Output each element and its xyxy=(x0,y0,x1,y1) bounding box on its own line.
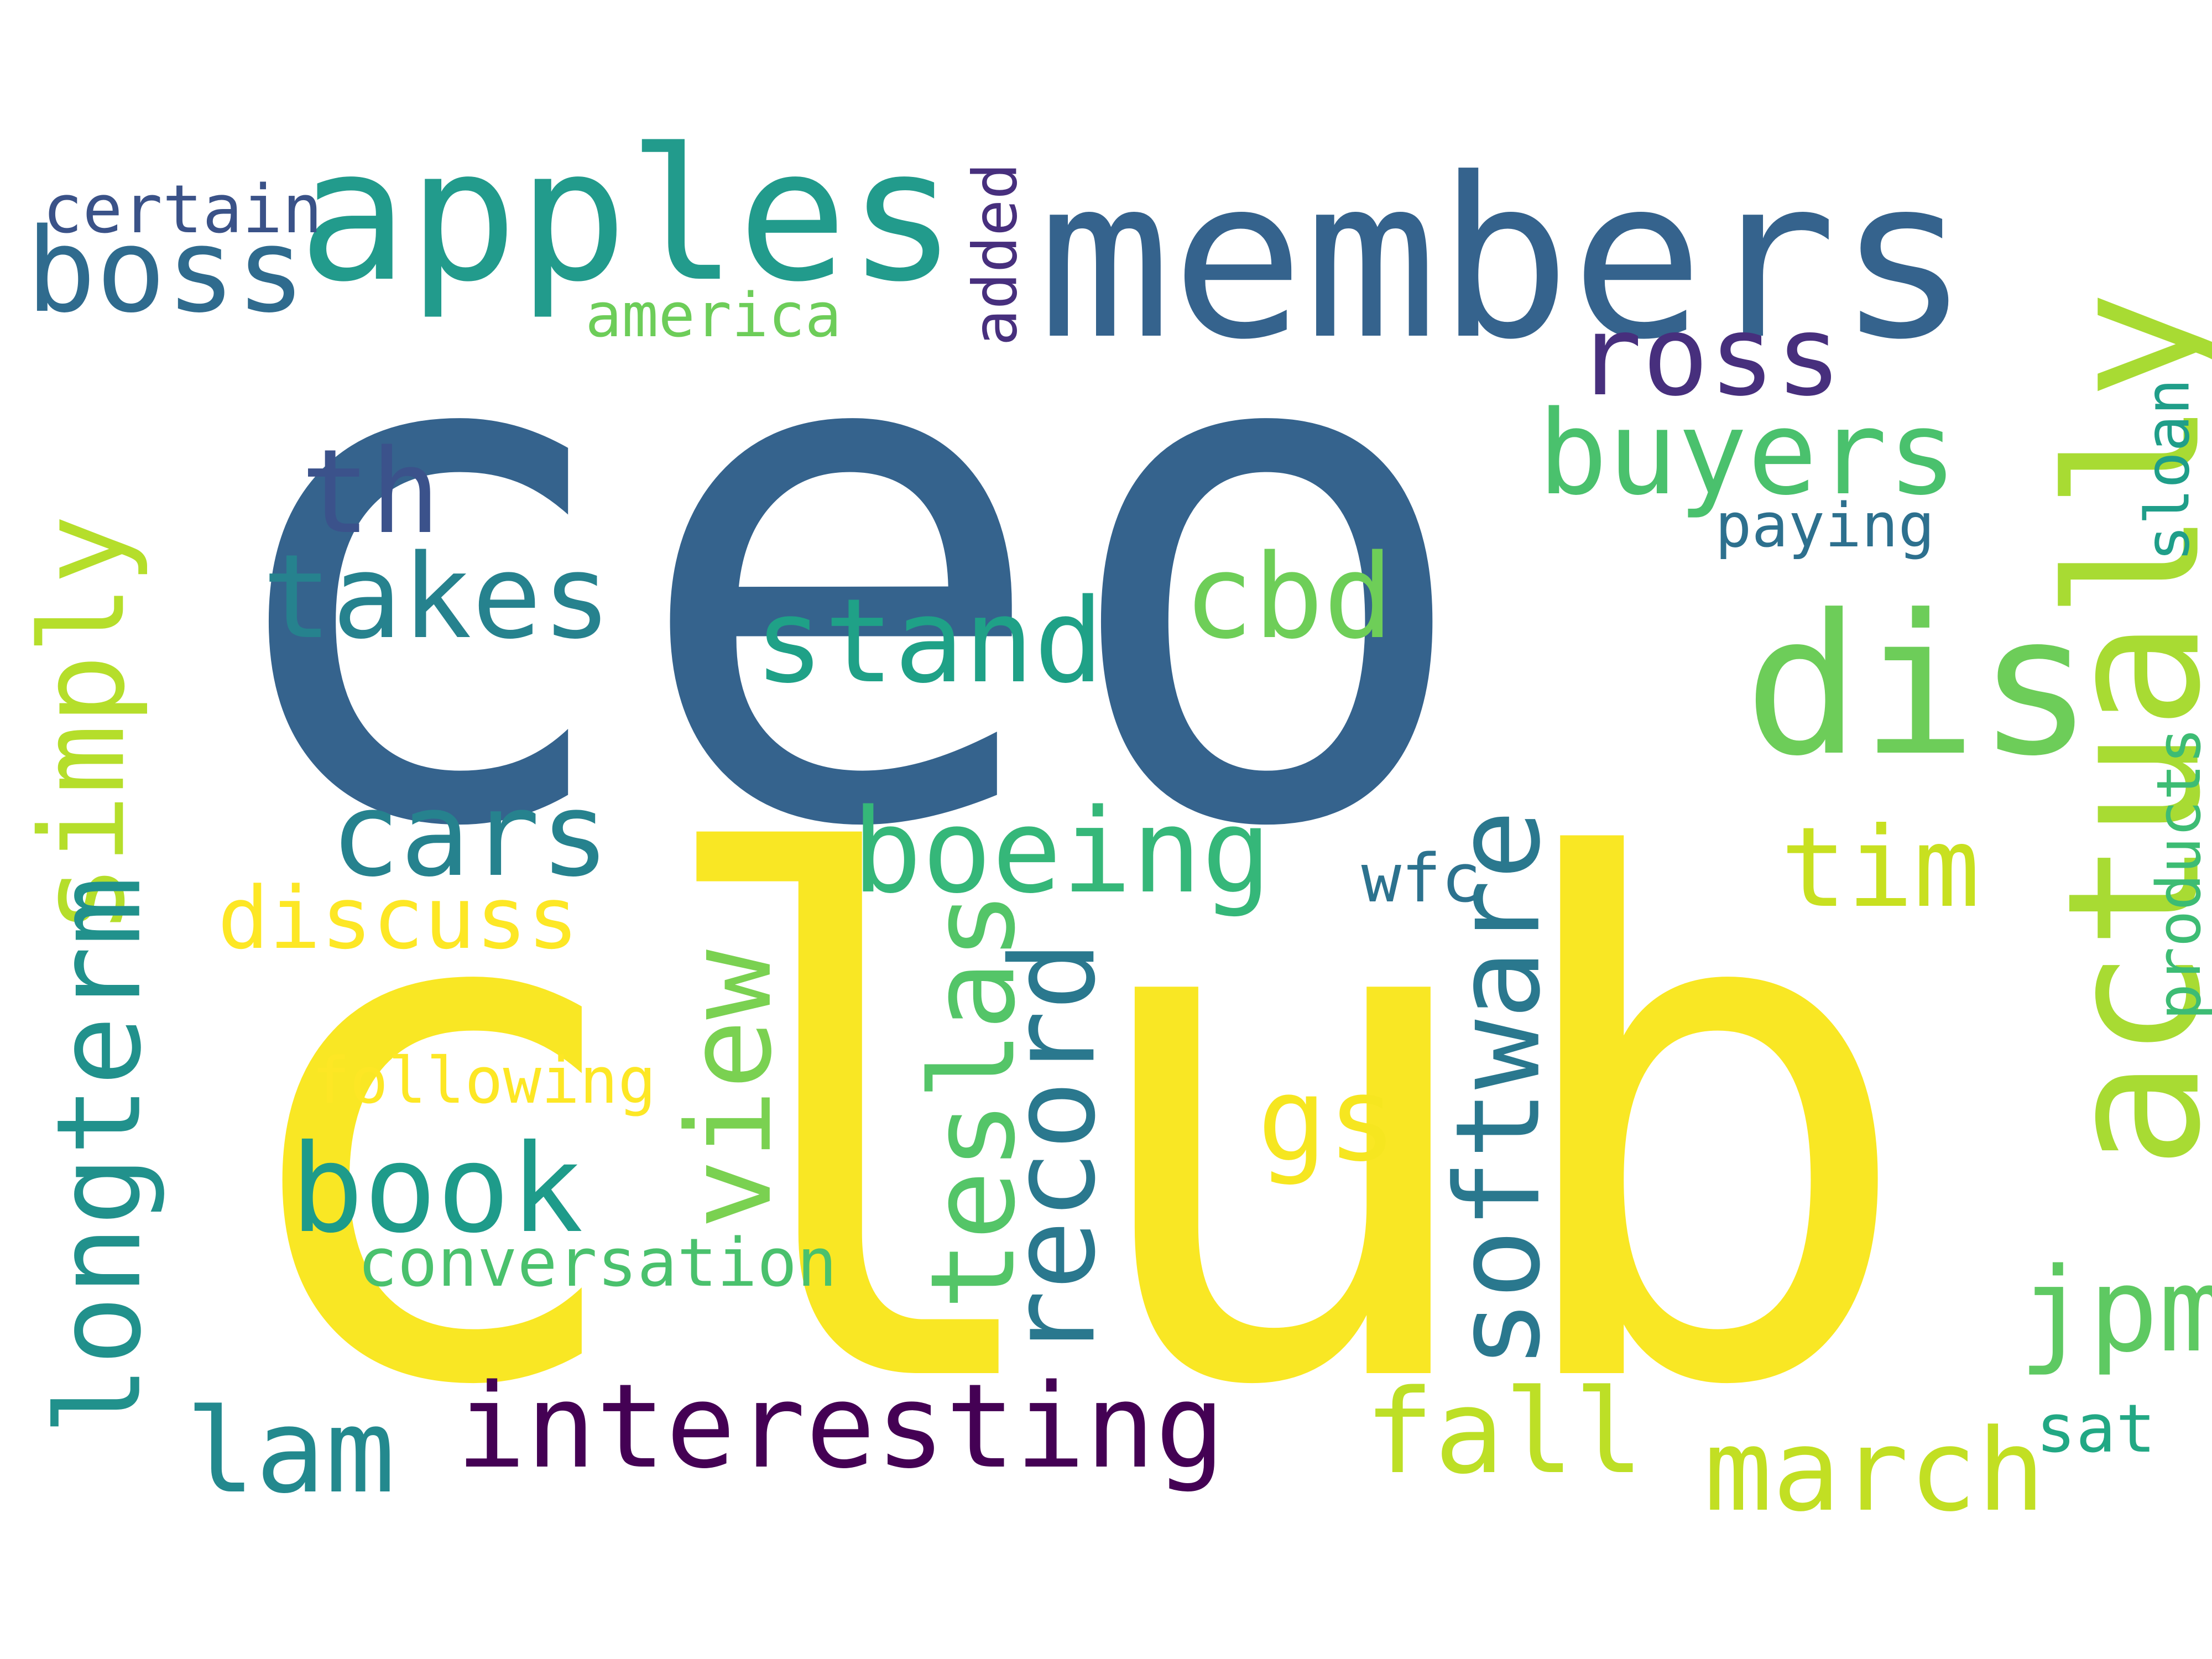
word-boeing: boeing xyxy=(852,784,1272,919)
word-members: members xyxy=(1038,131,1970,388)
word-view: view xyxy=(661,950,797,1229)
word-paying: paying xyxy=(1715,490,1935,561)
word-interesting: interesting xyxy=(456,1359,1225,1494)
word-wfc: wfc xyxy=(1361,841,1481,917)
word-th: th xyxy=(300,424,441,560)
word-book: book xyxy=(290,1118,583,1260)
word-lam: lam xyxy=(185,1384,395,1519)
word-march: march xyxy=(1704,1405,2046,1537)
word-takes: takes xyxy=(262,529,612,665)
word-tim: tim xyxy=(1780,804,1980,932)
word-following: following xyxy=(311,1044,656,1118)
word-gs: gs xyxy=(1257,1052,1397,1187)
word-club: club xyxy=(215,716,1920,1540)
word-america: america xyxy=(585,280,842,351)
word-stand: stand xyxy=(754,573,1104,709)
word-dis: dis xyxy=(1744,573,2094,799)
word-ceo: ceo xyxy=(201,158,1480,982)
word-cbd: cbd xyxy=(1183,529,1394,665)
word-boss: boss xyxy=(26,203,306,338)
word-conversation: conversation xyxy=(357,1225,837,1302)
word-longterm: longterm xyxy=(32,876,168,1436)
word-discuss: discuss xyxy=(217,868,579,968)
word-cars: cars xyxy=(330,767,610,902)
word-added: added xyxy=(959,163,1031,346)
word-ross: ross xyxy=(1575,292,1842,421)
word-simply: simply xyxy=(15,514,150,935)
word-sat: sat xyxy=(2036,1391,2156,1468)
word-fall: fall xyxy=(1364,1364,1644,1500)
word-certain: certain xyxy=(43,171,322,248)
word-software: software xyxy=(1430,810,1566,1369)
word-jpm: jpm xyxy=(2018,1243,2212,1378)
word-sloan: sloan xyxy=(2132,378,2203,562)
word-record: record xyxy=(985,940,1121,1360)
word-apples: apples xyxy=(298,109,958,322)
word-buyers: buyers xyxy=(1537,385,1958,521)
word-products: products xyxy=(2143,727,2212,1020)
